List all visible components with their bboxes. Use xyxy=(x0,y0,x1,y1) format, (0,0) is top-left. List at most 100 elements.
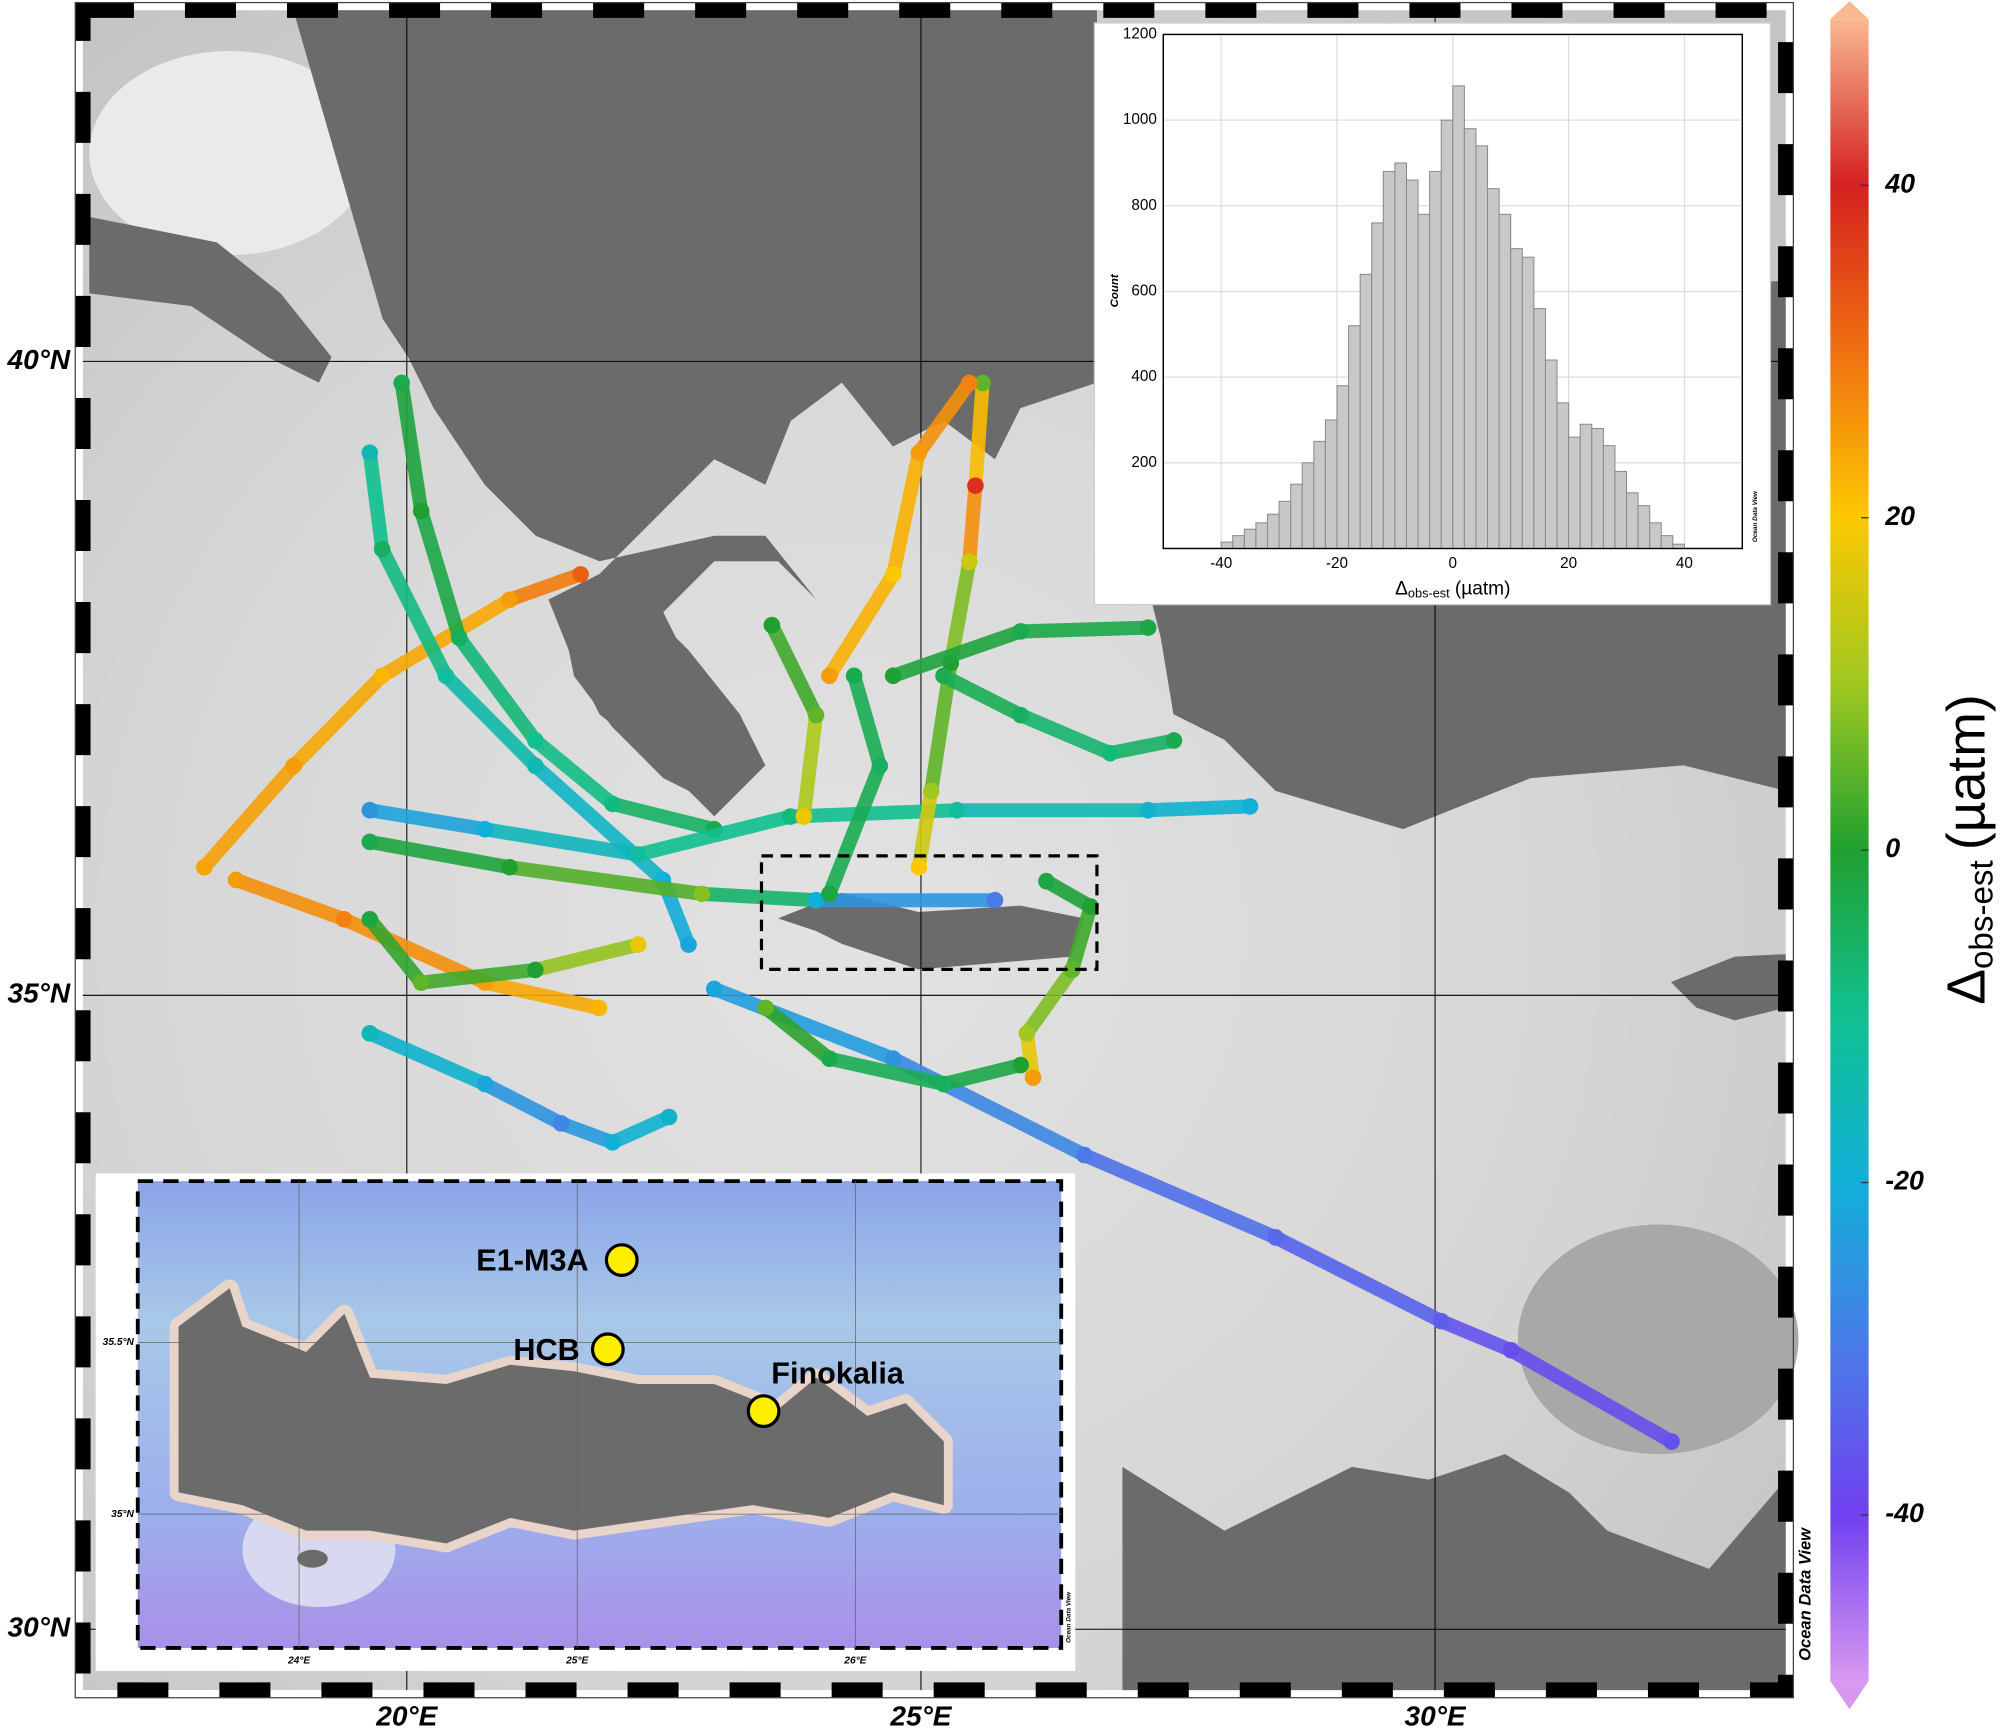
track-segment xyxy=(1013,708,1118,761)
histogram-bar xyxy=(1510,248,1523,549)
track-segment xyxy=(796,708,824,824)
track-point xyxy=(1101,744,1119,762)
track-point xyxy=(476,1075,494,1093)
track-segment xyxy=(1103,733,1181,761)
land xyxy=(89,216,332,383)
histogram-bar xyxy=(1487,188,1500,549)
histogram-bar xyxy=(1672,543,1685,549)
track-segment xyxy=(822,567,901,683)
x-tick-label: -20 xyxy=(1326,555,1348,572)
station-label: E1-M3A xyxy=(476,1244,588,1278)
track-point xyxy=(361,833,379,851)
histogram-bar xyxy=(1232,535,1245,549)
track-point xyxy=(1018,1025,1036,1042)
track-point xyxy=(884,1050,902,1067)
histogram-bar xyxy=(1463,128,1477,549)
track-segment xyxy=(943,554,977,671)
lat-tick-label: 35°N xyxy=(111,1509,134,1520)
track-point xyxy=(807,891,825,909)
track-point xyxy=(227,871,245,889)
track-segment xyxy=(1013,620,1156,639)
track-point xyxy=(361,910,379,928)
track-segment xyxy=(362,912,429,990)
track-segment xyxy=(962,478,983,569)
histogram-bar xyxy=(1452,85,1465,549)
track-segment xyxy=(1065,899,1098,977)
histogram-bar xyxy=(1533,308,1546,549)
colorbar: -40 -20 0 20 40 Δobs-est (µatm) xyxy=(1830,1,2000,1710)
track-segment xyxy=(477,1077,569,1131)
x-axis-label-part: obs-est xyxy=(1408,586,1450,601)
station-label: Finokalia xyxy=(771,1357,905,1391)
track-point xyxy=(910,444,928,461)
lon-tick-label: 24°E xyxy=(287,1655,311,1666)
track-point xyxy=(884,566,902,583)
histogram-bar xyxy=(1266,513,1280,549)
track-segment xyxy=(1019,962,1080,1041)
track-segment xyxy=(822,1051,951,1092)
x-axis-label: Δobs-est (µatm) xyxy=(1395,578,1510,600)
credit: Ocean Data View xyxy=(1066,1591,1073,1643)
tracks xyxy=(195,374,1680,1450)
lon-tick-label: 26°E xyxy=(843,1655,867,1666)
track-point xyxy=(1012,706,1029,724)
lat-tick-label: 30°N xyxy=(7,1612,70,1643)
track-segment xyxy=(1077,1148,1283,1245)
track-point xyxy=(1024,1069,1042,1087)
y-tick-label: 200 xyxy=(1131,454,1157,471)
histogram-bar xyxy=(1324,419,1338,549)
track-point xyxy=(412,974,430,991)
crete-inset: 24°E 25°E 26°E 35°N 35.5°N E1-M3A HCB Finokalia… xyxy=(95,1173,1076,1671)
x-axis-label-part: Δ xyxy=(1395,578,1408,599)
histogram-bar xyxy=(1544,359,1558,549)
histogram-bar xyxy=(1371,222,1384,549)
track-segment xyxy=(528,733,620,811)
land xyxy=(1122,1454,1786,1691)
track-point xyxy=(1663,1433,1680,1450)
lat-tick-label: 40°N xyxy=(6,344,70,375)
track-point xyxy=(693,885,711,903)
histogram-bar xyxy=(1556,402,1570,549)
track-point xyxy=(285,757,302,775)
land xyxy=(778,892,1085,970)
lon-tick-label: 30°E xyxy=(1405,1701,1467,1732)
lat-tick-label: 35°N xyxy=(7,978,70,1009)
y-tick-label: 600 xyxy=(1131,283,1157,300)
histogram-bar xyxy=(1660,535,1674,549)
colorbar-tick-label: 40 xyxy=(1884,168,1915,198)
track-point xyxy=(705,980,723,998)
histogram-bar xyxy=(1440,119,1454,549)
track-point xyxy=(373,540,391,558)
track-segment xyxy=(375,592,517,683)
track-segment xyxy=(286,668,390,773)
track-segment xyxy=(605,1110,677,1150)
track-segment xyxy=(968,375,990,493)
x-tick-label: 40 xyxy=(1676,555,1693,572)
track-segment xyxy=(822,758,887,901)
track-point xyxy=(361,444,379,461)
histogram-bar xyxy=(1313,440,1326,549)
y-tick-label: 1000 xyxy=(1123,111,1157,128)
colorbar-title-part: obs-est xyxy=(1963,860,2000,969)
track-segment xyxy=(362,803,492,837)
track-segment xyxy=(764,618,824,723)
track-point xyxy=(807,706,825,724)
x-tick-label: 20 xyxy=(1560,555,1577,572)
y-tick-label: 800 xyxy=(1131,197,1157,214)
sea-shade xyxy=(89,51,370,256)
track-point xyxy=(552,1115,570,1132)
histogram-bar xyxy=(1591,428,1604,549)
histogram-bar xyxy=(1649,522,1662,549)
histogram-bar xyxy=(1394,162,1407,549)
credit: Ocean Data View xyxy=(1752,490,1759,542)
track-point xyxy=(572,566,589,583)
track-segment xyxy=(1039,874,1098,914)
track-point xyxy=(1012,1056,1029,1074)
track-point xyxy=(1267,1229,1284,1246)
track-segment xyxy=(197,758,301,875)
track-point xyxy=(412,502,430,520)
track-point xyxy=(960,553,978,571)
track-point xyxy=(680,936,697,953)
